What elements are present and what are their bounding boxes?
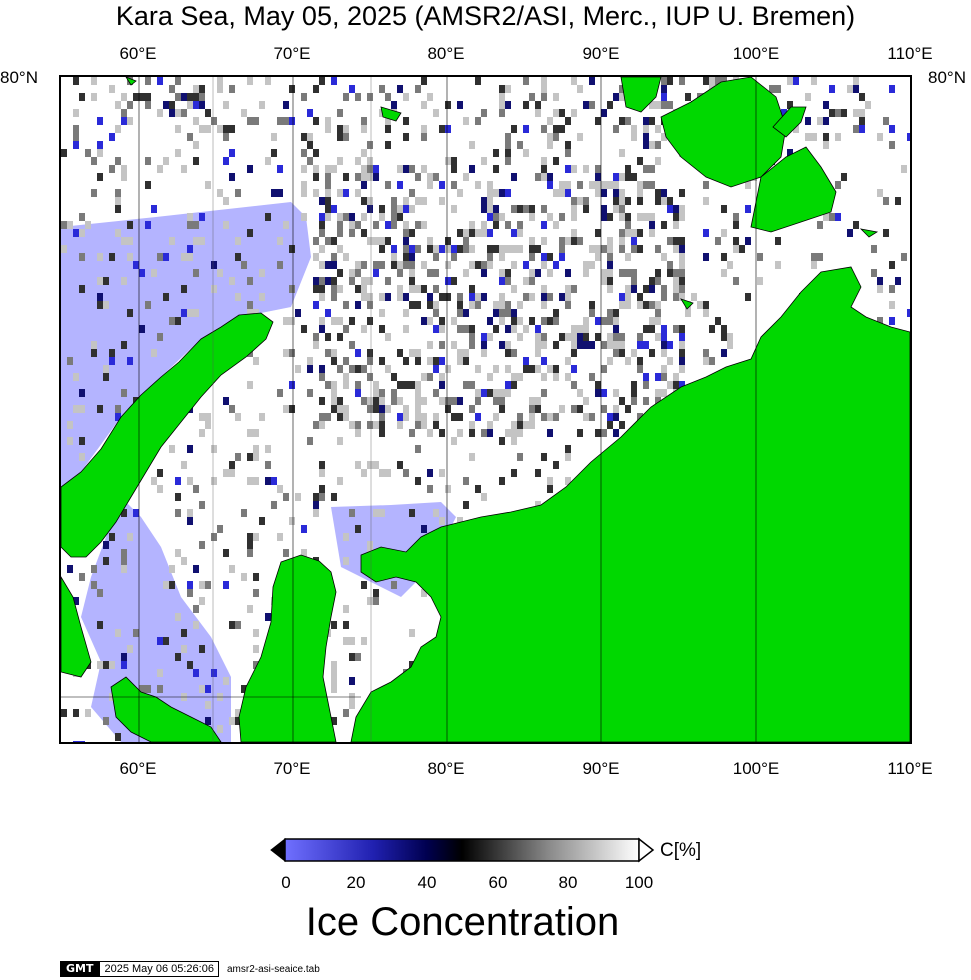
land-island-small-4	[859, 228, 879, 238]
lat-label-right: 80°N	[928, 68, 966, 87]
timestamp: 2025 May 06 05:26:06	[99, 961, 219, 977]
colorbar-tick-100: 100	[624, 873, 654, 892]
lon-label-top-60: 60°E	[119, 44, 157, 63]
colorbar-unit: C[%]	[660, 840, 702, 861]
land-island-small-3	[680, 298, 694, 310]
land-yamal	[238, 554, 337, 742]
lon-label-bottom-80: 80°E	[427, 759, 465, 778]
lon-label-bottom-110: 110°E	[887, 759, 933, 778]
lon-label-bottom-90: 90°E	[582, 759, 620, 778]
graticule	[61, 77, 757, 742]
colorbar	[270, 837, 655, 863]
lon-label-bottom-70: 70°E	[273, 759, 311, 778]
lon-label-bottom-100: 100°E	[732, 759, 780, 778]
land-severnaya-zemlya-main	[660, 77, 787, 188]
colorbar-right-triangle	[638, 837, 655, 863]
land-masses	[61, 77, 910, 742]
lon-label-top-70: 70°E	[273, 44, 311, 63]
colorbar-gradient	[284, 838, 640, 862]
colorbar-tick-40: 40	[417, 873, 437, 892]
land-southwest-coast	[61, 576, 92, 678]
source-file: amsr2-asi-seaice.tab	[226, 963, 320, 975]
colorbar-left-triangle	[270, 837, 286, 863]
gmt-logo: GMT	[60, 961, 100, 977]
legend-title: Ice Concentration	[305, 900, 620, 944]
map-canvas	[61, 77, 910, 742]
colorbar-tick-20: 20	[346, 873, 366, 892]
land-island-small-2	[125, 77, 137, 86]
land-taymyr-mainland	[350, 266, 910, 742]
lat-label-left: 80°N	[0, 68, 38, 87]
map-title: Kara Sea, May 05, 2025 (AMSR2/ASI, Merc.…	[115, 1, 856, 31]
footer-stamp: GMT 2025 May 06 05:26:06 amsr2-asi-seaic…	[60, 961, 320, 977]
colorbar-tick-60: 60	[488, 873, 508, 892]
lon-label-top-80: 80°E	[427, 44, 465, 63]
land-island-small-1	[380, 106, 402, 122]
lon-label-top-100: 100°E	[732, 44, 780, 63]
colorbar-tick-0: 0	[281, 873, 291, 892]
land-vaygach-island	[110, 676, 222, 742]
lon-label-bottom-60: 60°E	[119, 759, 157, 778]
lon-label-top-90: 90°E	[582, 44, 620, 63]
land-severnaya-zemlya-south	[772, 106, 807, 138]
lon-label-top-110: 110°E	[887, 44, 933, 63]
land-severnaya-zemlya-north	[620, 77, 662, 113]
colorbar-tick-80: 80	[558, 873, 578, 892]
land-severnaya-zemlya-east	[750, 146, 837, 233]
ice-concentration-map	[61, 77, 910, 742]
land-novaya-zemlya	[61, 312, 274, 558]
